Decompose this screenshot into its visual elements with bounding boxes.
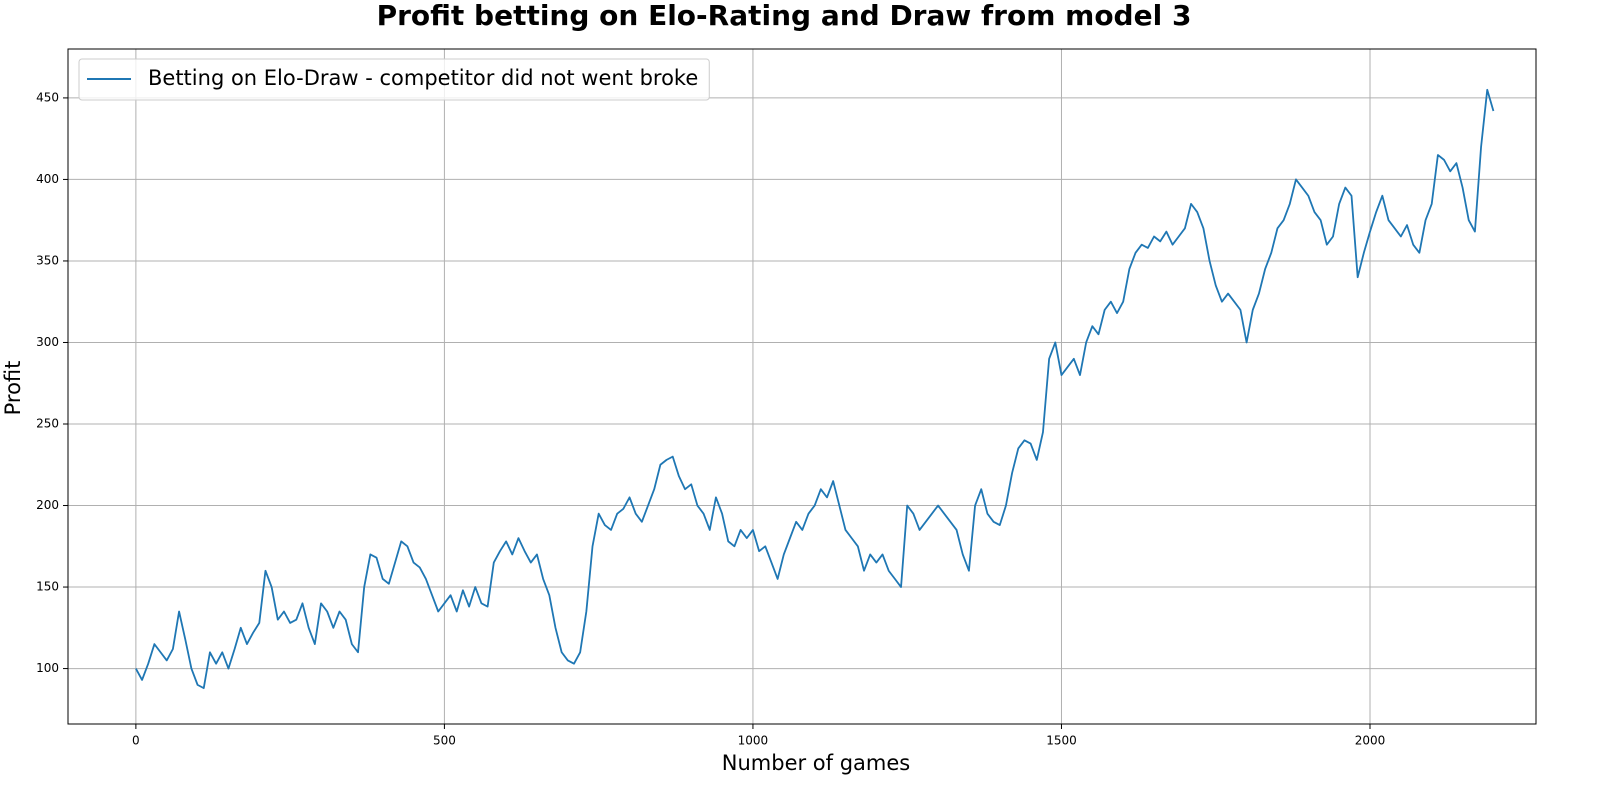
x-axis-label: Number of games xyxy=(722,751,910,775)
y-tick-label: 400 xyxy=(36,172,59,186)
y-tick-label: 300 xyxy=(36,335,59,349)
y-tick-label: 200 xyxy=(36,498,59,512)
legend-box xyxy=(78,58,710,101)
x-tick-label: 2000 xyxy=(1355,734,1386,748)
x-tick-label: 1500 xyxy=(1046,734,1077,748)
data-line xyxy=(135,88,1495,690)
legend-label: Betting on Elo-Draw - competitor did not… xyxy=(148,66,698,90)
legend: Betting on Elo-Draw - competitor did not… xyxy=(78,58,710,101)
y-tick-label: 250 xyxy=(36,417,59,431)
x-tick-label: 1000 xyxy=(738,734,769,748)
plot-frame xyxy=(67,48,1537,725)
y-tick-label: 350 xyxy=(36,253,59,267)
chart-title: Profit betting on Elo-Rating and Draw fr… xyxy=(377,0,1192,32)
x-tick-label: 500 xyxy=(433,734,456,748)
y-tick-label: 100 xyxy=(36,661,59,675)
y-tick-label: 150 xyxy=(36,580,59,594)
y-tick-label: 450 xyxy=(36,90,59,104)
x-tick-label: 0 xyxy=(132,734,140,748)
y-axis-label: Profit xyxy=(1,361,25,416)
